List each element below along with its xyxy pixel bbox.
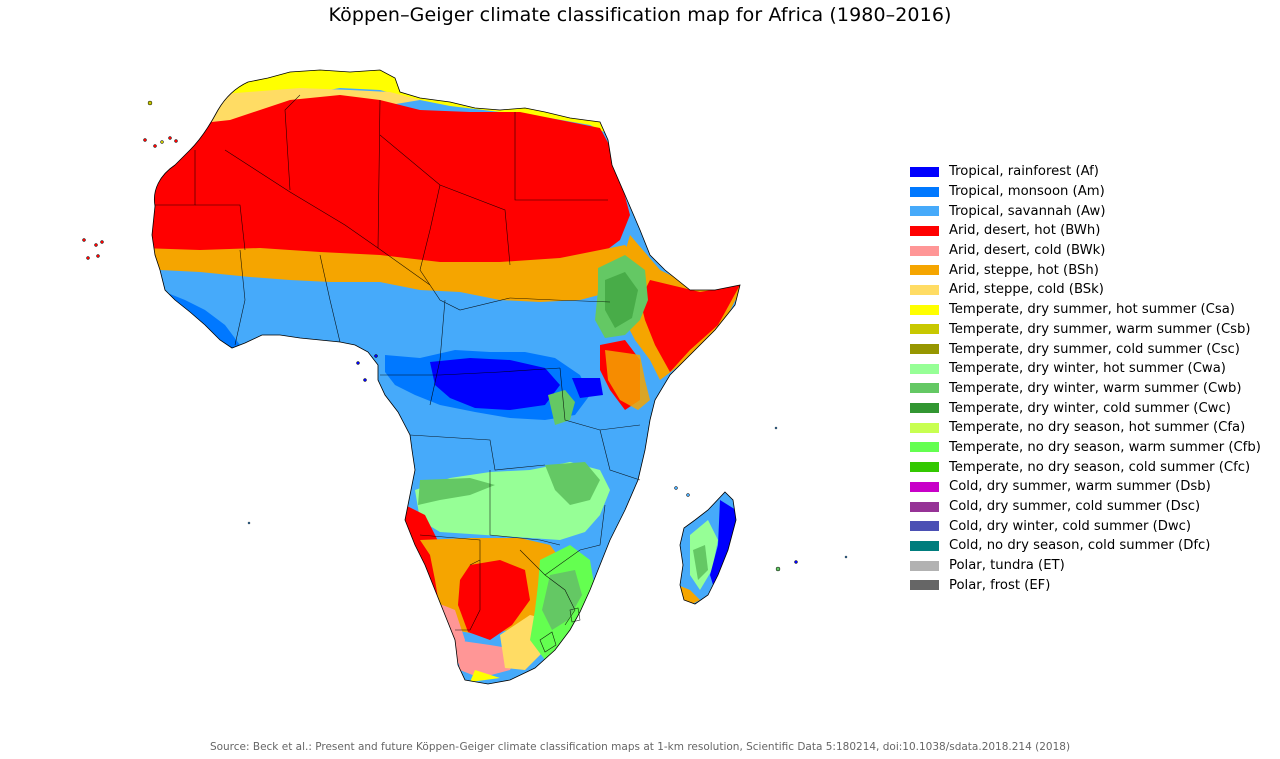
legend-label: Temperate, dry winter, hot summer (Cwa) <box>949 361 1226 377</box>
legend-item: Temperate, dry winter, warm summer (Cwb) <box>910 379 1261 399</box>
legend-label: Arid, desert, cold (BWk) <box>949 243 1106 259</box>
legend-swatch <box>910 442 939 453</box>
legend-item: Tropical, monsoon (Am) <box>910 182 1261 202</box>
legend-item: Arid, steppe, hot (BSh) <box>910 260 1261 280</box>
legend-label: Arid, desert, hot (BWh) <box>949 223 1101 239</box>
legend-swatch <box>910 206 939 217</box>
legend-swatch <box>910 560 939 571</box>
legend-swatch <box>910 186 939 197</box>
legend-label: Temperate, no dry season, cold summer (C… <box>949 459 1251 475</box>
legend-swatch <box>910 481 939 492</box>
legend-label: Cold, dry summer, warm summer (Dsb) <box>949 479 1211 495</box>
legend-label: Temperate, dry summer, warm summer (Csb) <box>949 321 1251 337</box>
legend-label: Polar, tundra (ET) <box>949 558 1065 574</box>
legend-swatch <box>910 580 939 591</box>
legend-label: Cold, dry summer, cold summer (Dsc) <box>949 499 1201 515</box>
legend-swatch <box>910 166 939 177</box>
legend-swatch <box>910 304 939 315</box>
legend-label: Tropical, monsoon (Am) <box>949 184 1105 200</box>
legend-label: Temperate, dry summer, hot summer (Csa) <box>949 302 1235 318</box>
legend-item: Temperate, no dry season, cold summer (C… <box>910 457 1261 477</box>
legend-label: Tropical, rainforest (Af) <box>949 164 1099 180</box>
legend-swatch <box>910 422 939 433</box>
legend-swatch <box>910 462 939 473</box>
legend-item: Polar, frost (EF) <box>910 575 1261 595</box>
legend-label: Temperate, dry winter, cold summer (Cwc) <box>949 400 1231 416</box>
legend-item: Temperate, dry summer, cold summer (Csc) <box>910 339 1261 359</box>
legend-item: Temperate, dry summer, hot summer (Csa) <box>910 300 1261 320</box>
legend-swatch <box>910 403 939 414</box>
legend-label: Arid, steppe, hot (BSh) <box>949 262 1099 278</box>
legend-item: Arid, desert, hot (BWh) <box>910 221 1261 241</box>
legend-label: Cold, no dry season, cold summer (Dfc) <box>949 538 1211 554</box>
legend-item: Arid, steppe, cold (BSk) <box>910 280 1261 300</box>
legend-label: Temperate, no dry season, warm summer (C… <box>949 439 1261 455</box>
legend-swatch <box>910 501 939 512</box>
legend-label: Arid, steppe, cold (BSk) <box>949 282 1104 298</box>
africa-coastline <box>151 69 741 685</box>
legend-item: Cold, dry winter, cold summer (Dwc) <box>910 516 1261 536</box>
legend-label: Cold, dry winter, cold summer (Dwc) <box>949 518 1192 534</box>
legend-item: Temperate, dry winter, cold summer (Cwc) <box>910 398 1261 418</box>
legend-swatch <box>910 521 939 532</box>
source-note: Source: Beck et al.: Present and future … <box>209 741 1071 753</box>
legend: Tropical, rainforest (Af) Tropical, monso… <box>910 162 1261 595</box>
legend-swatch <box>910 324 939 335</box>
legend-item: Tropical, savannah (Aw) <box>910 201 1261 221</box>
legend-swatch <box>910 363 939 374</box>
legend-item: Polar, tundra (ET) <box>910 556 1261 576</box>
madagascar <box>680 492 736 604</box>
legend-label: Temperate, no dry season, hot summer (Cf… <box>949 420 1246 436</box>
legend-item: Arid, desert, cold (BWk) <box>910 241 1261 261</box>
legend-swatch <box>910 284 939 295</box>
country-borders <box>155 94 641 653</box>
legend-label: Tropical, savannah (Aw) <box>949 203 1106 219</box>
legend-item: Temperate, dry summer, warm summer (Csb) <box>910 320 1261 340</box>
map-title: Köppen–Geiger climate classification map… <box>328 4 952 26</box>
legend-item: Temperate, no dry season, hot summer (Cf… <box>910 418 1261 438</box>
legend-item: Tropical, rainforest (Af) <box>910 162 1261 182</box>
legend-item: Cold, dry summer, warm summer (Dsb) <box>910 477 1261 497</box>
legend-item: Temperate, no dry season, warm summer (C… <box>910 438 1261 458</box>
legend-swatch <box>910 540 939 551</box>
legend-swatch <box>910 344 939 355</box>
legend-label: Temperate, dry winter, warm summer (Cwb) <box>949 380 1242 396</box>
legend-item: Cold, no dry season, cold summer (Dfc) <box>910 536 1261 556</box>
legend-swatch <box>910 383 939 394</box>
legend-swatch <box>910 245 939 256</box>
legend-label: Polar, frost (EF) <box>949 577 1051 593</box>
legend-item: Temperate, dry winter, hot summer (Cwa) <box>910 359 1261 379</box>
legend-swatch <box>910 265 939 276</box>
madagascar-coastline <box>679 491 737 605</box>
islands <box>82 100 848 572</box>
legend-label: Temperate, dry summer, cold summer (Csc) <box>949 341 1240 357</box>
legend-item: Cold, dry summer, cold summer (Dsc) <box>910 497 1261 517</box>
legend-swatch <box>910 225 939 236</box>
